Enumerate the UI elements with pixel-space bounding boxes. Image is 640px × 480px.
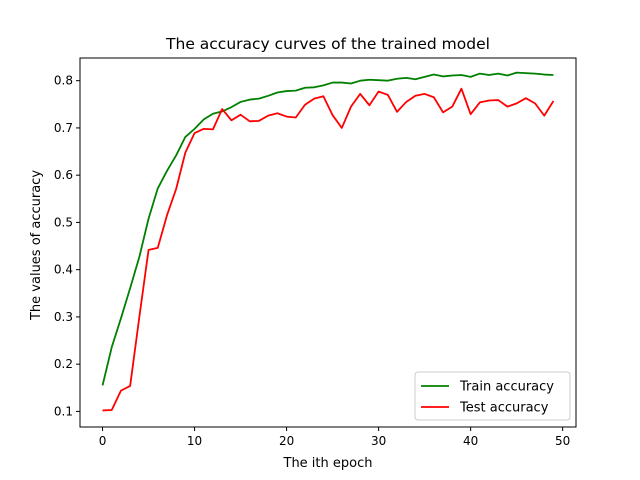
- legend-box: [414, 371, 571, 421]
- x-tick-label: 30: [371, 434, 386, 448]
- x-axis-label: The ith epoch: [283, 456, 373, 471]
- y-tick-label: 0.5: [54, 215, 73, 229]
- y-tick-label: 0.4: [54, 263, 73, 277]
- legend-label-test-accuracy: Test accuracy: [459, 401, 549, 416]
- axes-frame: [79, 57, 577, 428]
- series-line-test-accuracy: [102, 87, 555, 412]
- y-axis-label: The values of accuracy: [29, 170, 44, 321]
- x-tick-label: 10: [187, 434, 202, 448]
- legend-label-train-accuracy: Train accuracy: [459, 380, 554, 395]
- chart-title: The accuracy curves of the trained model: [165, 35, 490, 53]
- plot-area: 0 10 20 30 40 50 0.1 0.2 0.3 0.4 0.5 0.6 0.7 0.8: [54, 57, 577, 448]
- x-tick-label: 0: [99, 434, 107, 448]
- series-line-train-accuracy: [101, 71, 554, 386]
- y-tick-label: 0.1: [54, 404, 73, 418]
- x-tick-label: 40: [463, 434, 478, 448]
- y-tick-label: 0.2: [54, 357, 73, 371]
- y-tick-label: 0.6: [54, 168, 73, 182]
- y-tick-label: 0.8: [54, 74, 73, 88]
- x-tick-label: 50: [555, 434, 570, 448]
- legend: Train accuracy Test accuracy: [414, 371, 571, 421]
- y-tick-label: 0.7: [54, 121, 73, 135]
- x-tick-label: 20: [279, 434, 294, 448]
- y-tick-label: 0.3: [54, 310, 73, 324]
